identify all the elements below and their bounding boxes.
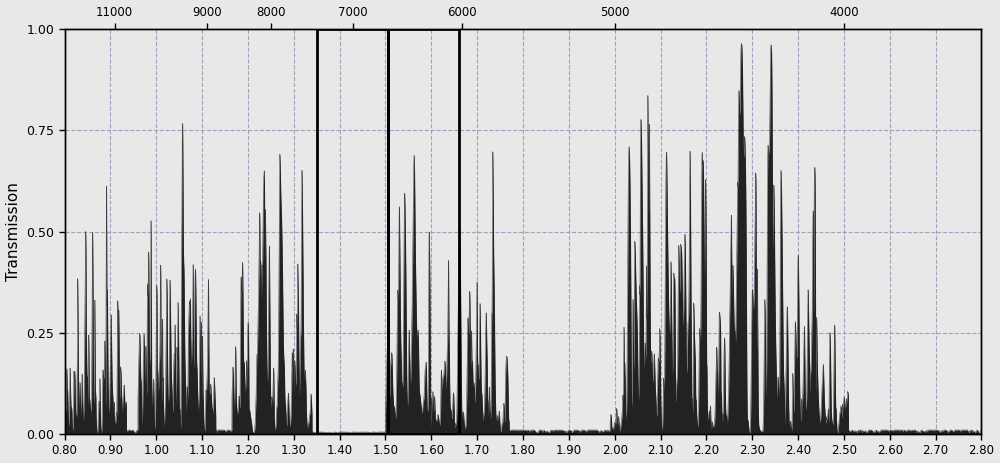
Bar	[388, 29, 459, 434]
Bar	[317, 29, 388, 434]
Y-axis label: Transmission: Transmission	[6, 182, 21, 281]
